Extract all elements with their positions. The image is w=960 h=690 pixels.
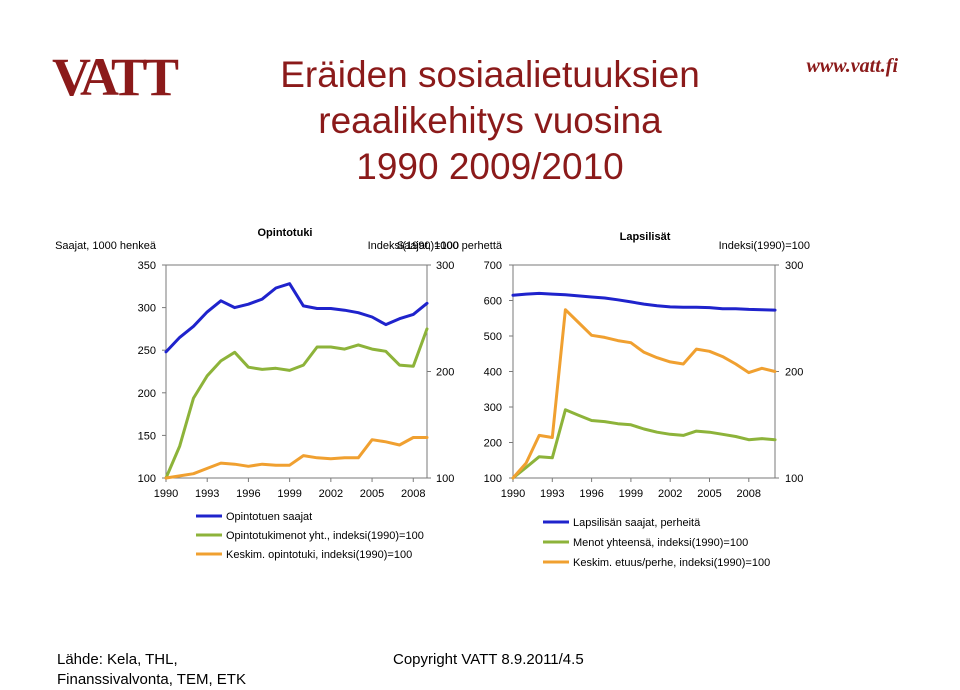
chart1-series-line-2 xyxy=(164,327,429,480)
chart2-x-tick-label: 1993 xyxy=(540,488,564,500)
chart1-right-tick-label: 100 xyxy=(436,473,454,485)
chart1-right-axis-label: Indeksi(1990)=100 xyxy=(368,240,459,252)
chart1-x-tick-label: 1996 xyxy=(236,488,260,500)
chart1-x-tick-label: 1993 xyxy=(195,488,219,500)
vatt-url[interactable]: www.vatt.fi xyxy=(806,55,898,77)
source-line-2: Finanssivalvonta, TEM, ETK xyxy=(57,671,246,688)
chart1-title: Opintotuki xyxy=(258,227,313,239)
chart2-x-tick-label: 1999 xyxy=(619,488,643,500)
chart1-left-axis-label: Saajat, 1000 henkeä xyxy=(55,240,157,252)
chart2-x-tick-label: 1996 xyxy=(579,488,603,500)
chart1-legend-label-3: Keskim. opintotuki, indeksi(1990)=100 xyxy=(226,549,412,561)
source-note: Lähde: Kela, THL, Finanssivalvonta, TEM,… xyxy=(57,650,246,690)
chart1-x-tick-label: 2002 xyxy=(319,488,343,500)
chart1-left-tick-label: 150 xyxy=(138,430,156,442)
chart2-right-tick-label: 200 xyxy=(785,367,803,379)
chart2-legend-label-1: Lapsilisän saajat, perheitä xyxy=(573,517,701,529)
vatt-logo: VATT xyxy=(52,47,179,107)
chart2-left-axis-label: Saajat, 1000 perhettä xyxy=(397,240,503,252)
chart2-legend-label-3: Keskim. etuus/perhe, indeksi(1990)=100 xyxy=(573,557,770,569)
chart2-left-tick-label: 200 xyxy=(484,438,502,450)
chart2-series-line-3 xyxy=(511,308,777,480)
title-line-1: Eräiden sosiaalietuuksien xyxy=(280,54,700,95)
chart2-left-tick-label: 600 xyxy=(484,296,502,308)
chart2-series-line-2 xyxy=(511,408,777,480)
chart1-legend-label-2: Opintotukimenot yht., indeksi(1990)=100 xyxy=(226,530,424,542)
source-line-1: Lähde: Kela, THL, xyxy=(57,651,178,668)
chart2-x-tick-label: 2002 xyxy=(658,488,682,500)
chart2-left-tick-label: 500 xyxy=(484,331,502,343)
chart2-x-tick-label: 2005 xyxy=(697,488,721,500)
chart1-right-tick-label: 300 xyxy=(436,260,454,272)
chart2-left-tick-label: 700 xyxy=(484,260,502,272)
chart1-left-tick-label: 200 xyxy=(138,388,156,400)
chart1-x-tick-label: 2005 xyxy=(360,488,384,500)
chart2-x-tick-label: 1990 xyxy=(501,488,525,500)
chart1-x-tick-label: 1999 xyxy=(277,488,301,500)
chart1-left-tick-label: 100 xyxy=(138,473,156,485)
chart2-title: Lapsilisät xyxy=(620,231,671,243)
chart1-x-tick-label: 1990 xyxy=(154,488,178,500)
chart1-left-tick-label: 350 xyxy=(138,260,156,272)
chart2-right-axis-label: Indeksi(1990)=100 xyxy=(719,240,810,252)
chart2-legend-label-2: Menot yhteensä, indeksi(1990)=100 xyxy=(573,537,748,549)
chart1-left-tick-label: 300 xyxy=(138,303,156,315)
page-title: Eräiden sosiaalietuuksien reaalikehitys … xyxy=(200,52,780,190)
chart2-right-tick-label: 100 xyxy=(785,473,803,485)
copyright-note: Copyright VATT 8.9.2011/4.5 xyxy=(393,651,584,668)
chart2-left-tick-label: 100 xyxy=(484,473,502,485)
chart1-x-tick-label: 2008 xyxy=(401,488,425,500)
chart2-x-tick-label: 2008 xyxy=(737,488,761,500)
chart2-right-tick-label: 300 xyxy=(785,260,803,272)
chart2-left-tick-label: 300 xyxy=(484,402,502,414)
chart2-left-tick-label: 400 xyxy=(484,367,502,379)
title-line-3: 1990 2009/2010 xyxy=(356,146,624,187)
chart1-right-tick-label: 200 xyxy=(436,367,454,379)
chart1-left-tick-label: 250 xyxy=(138,345,156,357)
chart2-plot-area xyxy=(512,264,776,479)
chart1-series-line-1 xyxy=(164,282,429,354)
chart1-legend-label-1: Opintotuen saajat xyxy=(226,511,312,523)
chart2-series-line-1 xyxy=(511,291,777,312)
chart1-series-line-3 xyxy=(164,436,429,480)
title-line-2: reaalikehitys vuosina xyxy=(318,100,662,141)
